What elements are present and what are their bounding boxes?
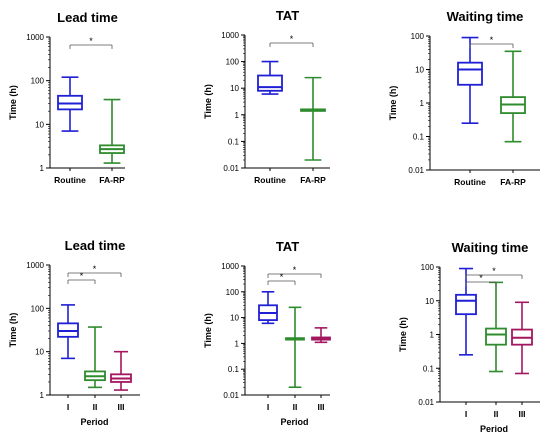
y-tick-label: 10 <box>425 297 434 306</box>
significance-label: * <box>293 265 297 275</box>
y-tick-label: 0.01 <box>418 398 434 407</box>
y-tick-label: 0.01 <box>223 391 239 400</box>
box-II <box>84 326 106 389</box>
significance-label: * <box>93 264 97 274</box>
panel-2: TAT 0.01 0.1 1 10 100 1000 Time (h) Routine FA-RP… <box>203 8 330 185</box>
box-Routine <box>457 36 483 124</box>
box-FA-RP <box>99 98 125 164</box>
x-tick-label: Routine <box>254 175 286 185</box>
y-tick-label: 100 <box>226 58 240 67</box>
panel-3: Waiting time 0.01 0.1 1 10 100 Time (h) Routine… <box>388 9 540 187</box>
x-tick-label: Routine <box>54 175 86 185</box>
y-tick-label: 100 <box>31 77 45 86</box>
y-tick-label: 0.01 <box>223 164 239 173</box>
y-axis-label: Time (h) <box>388 86 398 121</box>
significance-label: * <box>89 36 93 46</box>
x-tick-label: III <box>317 402 324 412</box>
y-tick-label: 1000 <box>221 262 239 271</box>
box-I <box>258 290 278 325</box>
significance-label: * <box>490 35 494 45</box>
x-tick-label: I <box>465 409 467 419</box>
x-tick-label: I <box>67 402 69 412</box>
x-axis-label: Period <box>480 424 508 434</box>
y-tick-label: 100 <box>421 263 435 272</box>
y-tick-label: 100 <box>31 304 45 313</box>
y-tick-label: 1 <box>235 111 240 120</box>
x-tick-label: II <box>494 409 499 419</box>
box-Routine <box>257 60 283 95</box>
y-tick-label: 0.1 <box>423 364 435 373</box>
y-tick-label: 1 <box>420 99 425 108</box>
y-tick-label: 10 <box>230 84 239 93</box>
y-tick-label: 0.1 <box>228 137 240 146</box>
y-tick-label: 0.1 <box>413 133 425 142</box>
y-axis-label: Time (h) <box>8 313 18 348</box>
box-I <box>455 267 477 356</box>
x-tick-label: Routine <box>454 177 486 187</box>
x-axis-label: Period <box>80 417 108 427</box>
x-tick-label: III <box>117 402 124 412</box>
significance-label: * <box>290 34 294 44</box>
y-tick-label: 1000 <box>221 31 239 40</box>
box-I <box>57 304 79 360</box>
iqr-box <box>455 293 477 316</box>
iqr-box <box>485 327 507 346</box>
y-tick-label: 1 <box>430 331 435 340</box>
iqr-box <box>257 74 283 92</box>
box-FA-RP <box>300 76 326 161</box>
y-axis-label: Time (h) <box>398 317 408 352</box>
significance-label: * <box>80 271 84 281</box>
y-tick-label: 10 <box>230 314 239 323</box>
box-II <box>285 306 305 389</box>
box-FA-RP <box>500 50 526 143</box>
x-tick-label: III <box>518 409 525 419</box>
box-III <box>110 350 132 391</box>
panel-1: Lead time 1 10 100 1000 Time (h) Routine FA-RP * <box>8 10 125 185</box>
x-axis-label: Period <box>280 417 308 427</box>
y-axis-label: Time (h) <box>203 313 213 348</box>
panel-title: Lead time <box>57 10 118 25</box>
y-tick-label: 1000 <box>26 33 44 42</box>
iqr-box <box>457 61 483 86</box>
y-tick-label: 10 <box>415 66 424 75</box>
significance-label: * <box>479 273 483 283</box>
y-tick-label: 1 <box>40 391 45 400</box>
y-tick-label: 1 <box>235 339 240 348</box>
y-axis-label: Time (h) <box>8 85 18 120</box>
x-tick-label: FA-RP <box>99 175 125 185</box>
box-II <box>485 281 507 373</box>
y-axis-label: Time (h) <box>203 84 213 119</box>
significance-label: * <box>280 272 284 282</box>
x-tick-label: FA-RP <box>500 177 526 187</box>
panel-title: Waiting time <box>452 240 529 255</box>
y-tick-label: 0.1 <box>228 365 240 374</box>
y-tick-label: 100 <box>411 32 425 41</box>
panel-title: TAT <box>276 239 299 254</box>
box-Routine <box>57 76 83 132</box>
x-tick-label: I <box>267 402 269 412</box>
y-tick-label: 0.01 <box>408 166 424 175</box>
x-tick-label: II <box>93 402 98 412</box>
y-tick-label: 100 <box>226 288 240 297</box>
x-tick-label: FA-RP <box>300 175 326 185</box>
panel-title: TAT <box>276 8 299 23</box>
y-tick-label: 1000 <box>26 261 44 270</box>
panel-title: Waiting time <box>447 9 524 24</box>
y-tick-label: 10 <box>35 348 44 357</box>
y-tick-label: 10 <box>35 120 44 129</box>
significance-label: * <box>492 266 496 276</box>
box-III <box>311 327 331 344</box>
panel-title: Lead time <box>65 238 126 253</box>
box-III <box>511 301 533 375</box>
x-tick-label: II <box>293 402 298 412</box>
y-tick-label: 1 <box>40 164 45 173</box>
